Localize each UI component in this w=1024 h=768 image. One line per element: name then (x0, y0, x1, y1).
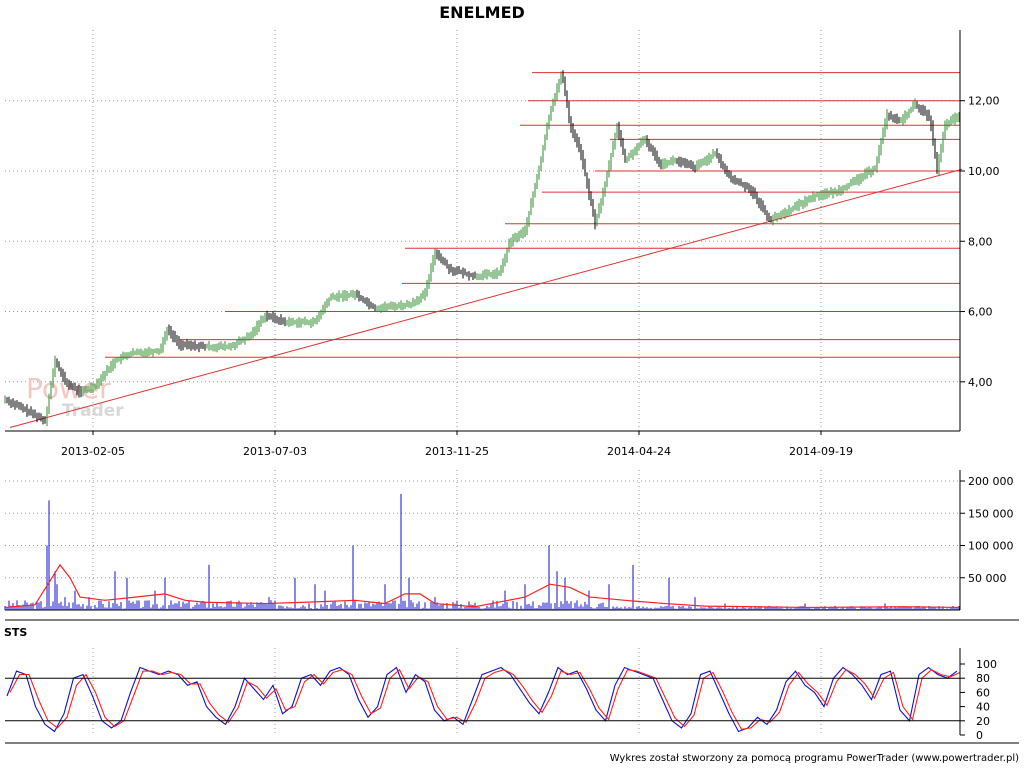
axes (5, 30, 1019, 744)
sts-ytick-label-0: 0 (976, 729, 983, 742)
sts-panel-label: STS (4, 626, 27, 639)
price-ytick-label-2: 8,00 (968, 235, 993, 248)
stochastic-lines (6, 666, 961, 733)
volume-ytick-label-2: 150 000 (968, 507, 1014, 520)
sts-ytick-label-1: 20 (976, 715, 990, 728)
price-ytick-label-4: 12,00 (968, 95, 1000, 108)
sts-ytick-label-5: 100 (976, 658, 997, 671)
price-xtick-label-4: 2014-09-19 (789, 445, 853, 458)
price-ytick-label-1: 6,00 (968, 306, 993, 319)
volume-avg-line (4, 563, 961, 609)
chart-title: ENELMED (439, 3, 525, 22)
grid (5, 30, 960, 735)
support-resistance-levels (105, 72, 960, 358)
footer-credit: Wykres został stworzony za pomocą progra… (610, 753, 1019, 764)
volume-ytick-label-1: 100 000 (968, 540, 1014, 553)
volume-average (4, 563, 961, 609)
sts-ytick-label-4: 80 (976, 672, 990, 685)
price-xtick-label-3: 2014-04-24 (607, 445, 671, 458)
price-ytick-label-0: 4,00 (968, 376, 993, 389)
price-xtick-label-1: 2013-07-03 (243, 445, 307, 458)
volume-ytick-label-0: 50 000 (968, 572, 1007, 585)
price-candles (4, 70, 960, 427)
sts-line-k (6, 666, 958, 733)
watermark-line2: Trader (62, 401, 124, 421)
trendline (9, 168, 963, 428)
sts-ytick-label-2: 40 (976, 701, 990, 714)
sts-ytick-label-3: 60 (976, 686, 990, 699)
trendline (9, 168, 963, 428)
volume-bars (4, 493, 960, 610)
volume-ytick-label-3: 200 000 (968, 475, 1014, 488)
tick-labels: 4,00 6,00 8,00 10,00 12,00 2013-02-05 2013-07-… (61, 95, 1013, 742)
price-ytick-label-3: 10,00 (968, 165, 1000, 178)
price-xtick-label-0: 2013-02-05 (61, 445, 125, 458)
price-xtick-label-2: 2013-11-25 (425, 445, 489, 458)
